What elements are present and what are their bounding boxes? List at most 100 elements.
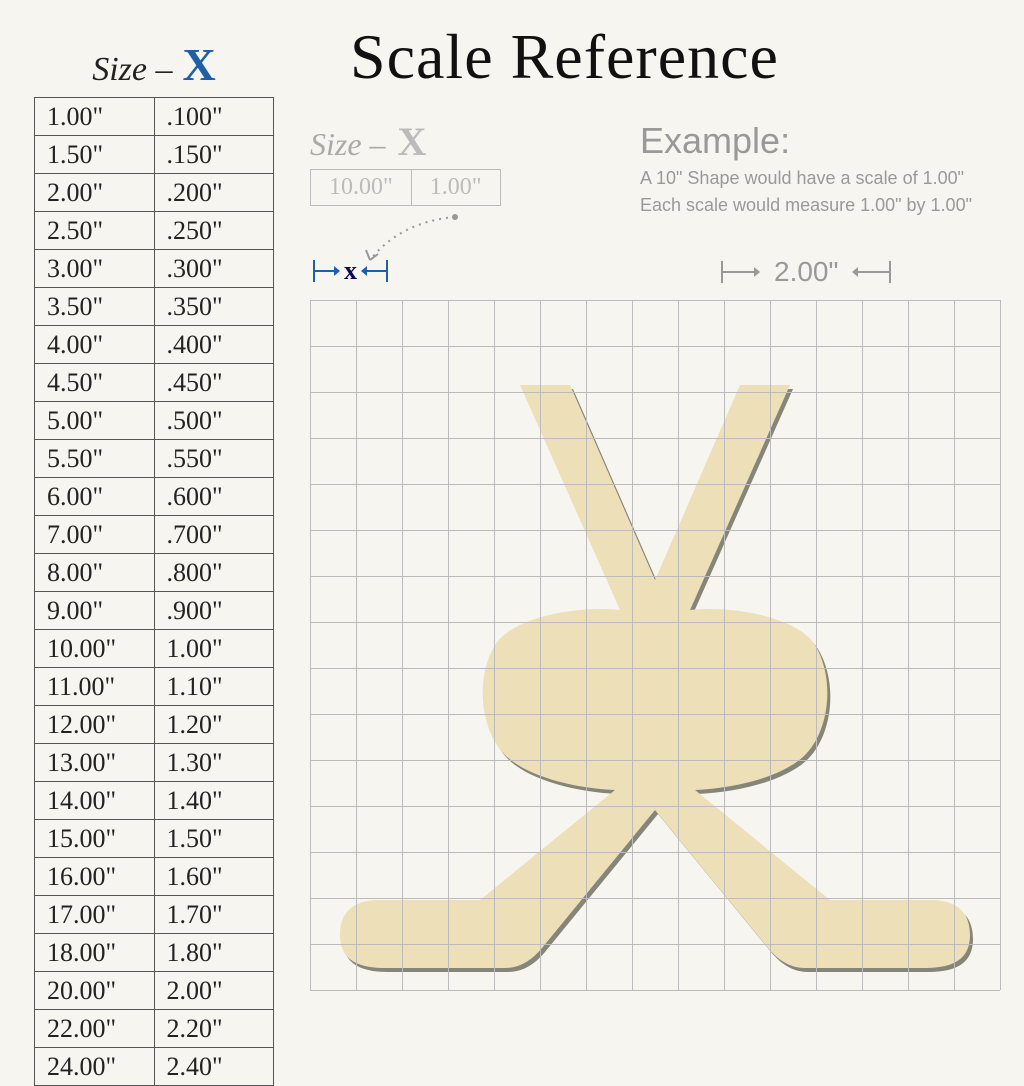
x-cell: 2.40" <box>154 1048 274 1086</box>
inset-x-glyph: X <box>398 119 427 164</box>
x-cell: .800" <box>154 554 274 592</box>
x-cell: 1.60" <box>154 858 274 896</box>
inset-size-x: Size – X 10.00" 1.00" <box>310 118 501 206</box>
x-cell: .300" <box>154 250 274 288</box>
grid-vline <box>770 300 771 990</box>
x-cell: 1.80" <box>154 934 274 972</box>
grid-hline <box>310 300 1000 301</box>
grid-vline <box>908 300 909 990</box>
x-cell: .600" <box>154 478 274 516</box>
table-row: 6.00".600" <box>35 478 274 516</box>
table-row: 4.50".450" <box>35 364 274 402</box>
grid-vline <box>816 300 817 990</box>
table-row: 10.00"1.00" <box>35 630 274 668</box>
grid-vline <box>724 300 725 990</box>
size-cell: 12.00" <box>35 706 155 744</box>
size-table-header: Size – X <box>34 38 274 91</box>
x-char: x <box>344 256 357 286</box>
size-cell: 18.00" <box>35 934 155 972</box>
grid-hline <box>310 806 1000 807</box>
example-block: Example: A 10" Shape would have a scale … <box>640 120 972 216</box>
grid-vline <box>356 300 357 990</box>
grid-vline <box>402 300 403 990</box>
two-inch-label: 2.00" <box>774 256 838 288</box>
x-cell: .150" <box>154 136 274 174</box>
inset-label: Size – <box>310 126 386 162</box>
two-inch-marker: 2.00" <box>720 256 892 288</box>
inset-cell-x: 1.00" <box>411 170 500 206</box>
table-row: 13.00"1.30" <box>35 744 274 782</box>
x-cell: 1.20" <box>154 706 274 744</box>
x-dimension-marker: x <box>312 256 389 286</box>
grid-hline <box>310 346 1000 347</box>
size-table-body: 1.00".100"1.50".150"2.00".200"2.50".250"… <box>34 97 274 1086</box>
table-row: 1.00".100" <box>35 98 274 136</box>
size-x-glyph: X <box>183 38 216 91</box>
size-cell: 1.00" <box>35 98 155 136</box>
table-row: 9.00".900" <box>35 592 274 630</box>
size-cell: 13.00" <box>35 744 155 782</box>
table-row: 18.00"1.80" <box>35 934 274 972</box>
size-cell: 14.00" <box>35 782 155 820</box>
size-cell: 16.00" <box>35 858 155 896</box>
example-line-1: A 10" Shape would have a scale of 1.00" <box>640 168 972 189</box>
grid-hline <box>310 668 1000 669</box>
x-cell: .100" <box>154 98 274 136</box>
grid-hline <box>310 944 1000 945</box>
arrow-left-icon <box>852 257 892 287</box>
grid-vline <box>954 300 955 990</box>
size-cell: 8.00" <box>35 554 155 592</box>
size-cell: 3.50" <box>35 288 155 326</box>
size-cell: 24.00" <box>35 1048 155 1086</box>
grid-vline <box>632 300 633 990</box>
size-label: Size – <box>92 51 172 89</box>
table-row: 1.50".150" <box>35 136 274 174</box>
x-cell: 2.00" <box>154 972 274 1010</box>
x-cell: 1.00" <box>154 630 274 668</box>
table-row: 2.00".200" <box>35 174 274 212</box>
table-row: 3.50".350" <box>35 288 274 326</box>
grid-vline <box>448 300 449 990</box>
size-cell: 11.00" <box>35 668 155 706</box>
grid-hline <box>310 484 1000 485</box>
size-cell: 4.50" <box>35 364 155 402</box>
grid-vline <box>310 300 311 990</box>
grid-vline <box>540 300 541 990</box>
table-row: 7.00".700" <box>35 516 274 554</box>
x-cell: .500" <box>154 402 274 440</box>
table-row: 20.00"2.00" <box>35 972 274 1010</box>
inset-cell-size: 10.00" <box>311 170 412 206</box>
table-row: 12.00"1.20" <box>35 706 274 744</box>
x-cell: 1.30" <box>154 744 274 782</box>
table-row: 16.00"1.60" <box>35 858 274 896</box>
grid-vline <box>494 300 495 990</box>
table-row: 14.00"1.40" <box>35 782 274 820</box>
page-title: Scale Reference <box>350 20 779 94</box>
size-cell: 5.50" <box>35 440 155 478</box>
x-cell: .200" <box>154 174 274 212</box>
x-cell: 1.70" <box>154 896 274 934</box>
size-cell: 15.00" <box>35 820 155 858</box>
table-row: 5.50".550" <box>35 440 274 478</box>
size-table: Size – X 1.00".100"1.50".150"2.00".200"2… <box>34 38 274 1086</box>
grid-hline <box>310 576 1000 577</box>
size-cell: 22.00" <box>35 1010 155 1048</box>
grid-hline <box>310 852 1000 853</box>
grid-hline <box>310 392 1000 393</box>
size-cell: 9.00" <box>35 592 155 630</box>
x-cell: .350" <box>154 288 274 326</box>
grid-hline <box>310 530 1000 531</box>
example-line-2: Each scale would measure 1.00" by 1.00" <box>640 195 972 216</box>
x-cell: 1.40" <box>154 782 274 820</box>
grid-hline <box>310 990 1000 991</box>
grid-vline <box>862 300 863 990</box>
hockey-sticks-shape-icon <box>310 300 1000 990</box>
table-row: 3.00".300" <box>35 250 274 288</box>
grid-hline <box>310 714 1000 715</box>
x-cell: .700" <box>154 516 274 554</box>
table-row: 4.00".400" <box>35 326 274 364</box>
size-cell: 2.50" <box>35 212 155 250</box>
grid-vline <box>1000 300 1001 990</box>
inset-table: 10.00" 1.00" <box>310 169 501 206</box>
table-row: 11.00"1.10" <box>35 668 274 706</box>
